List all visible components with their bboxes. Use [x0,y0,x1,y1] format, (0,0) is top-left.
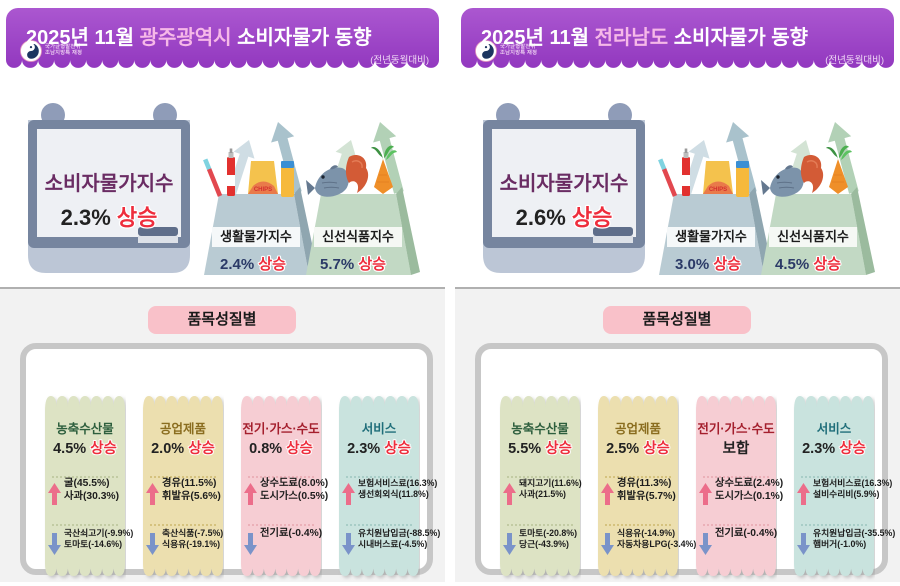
svg-text:4.5% 상승: 4.5% 상승 [53,440,117,457]
svg-text:2.4% 상승: 2.4% 상승 [220,256,286,273]
svg-text:농축수산물: 농축수산물 [511,421,569,436]
svg-text:농축수산물: 농축수산물 [56,421,114,436]
svg-text:4.5% 상승: 4.5% 상승 [775,256,841,273]
svg-text:5.5% 상승: 5.5% 상승 [508,440,572,457]
svg-text:CHIPS: CHIPS [254,187,272,193]
svg-text:2.5% 상승: 2.5% 상승 [606,440,670,457]
svg-text:CHIPS: CHIPS [709,187,727,193]
svg-text:2.0% 상승: 2.0% 상승 [151,440,215,457]
svg-text:2.3% 상승: 2.3% 상승 [802,440,866,457]
svg-text:2.3% 상승: 2.3% 상승 [347,440,411,457]
svg-text:생활물가지수: 생활물가지수 [675,229,747,244]
svg-text:서비스: 서비스 [817,421,852,436]
svg-text:0.8% 상승: 0.8% 상승 [249,440,313,457]
svg-text:보합: 보합 [723,440,750,457]
svg-text:생활물가지수: 생활물가지수 [220,229,292,244]
svg-text:전기·가스·수도: 전기·가스·수도 [697,421,775,436]
svg-text:신선식품지수: 신선식품지수 [777,229,849,244]
svg-text:공업제품: 공업제품 [615,422,662,436]
svg-text:신선식품지수: 신선식품지수 [322,229,394,244]
svg-text:5.7% 상승: 5.7% 상승 [320,256,386,273]
svg-text:3.0% 상승: 3.0% 상승 [675,256,741,273]
svg-text:공업제품: 공업제품 [160,422,207,436]
svg-text:전기·가스·수도: 전기·가스·수도 [242,421,320,436]
svg-text:서비스: 서비스 [362,421,397,436]
